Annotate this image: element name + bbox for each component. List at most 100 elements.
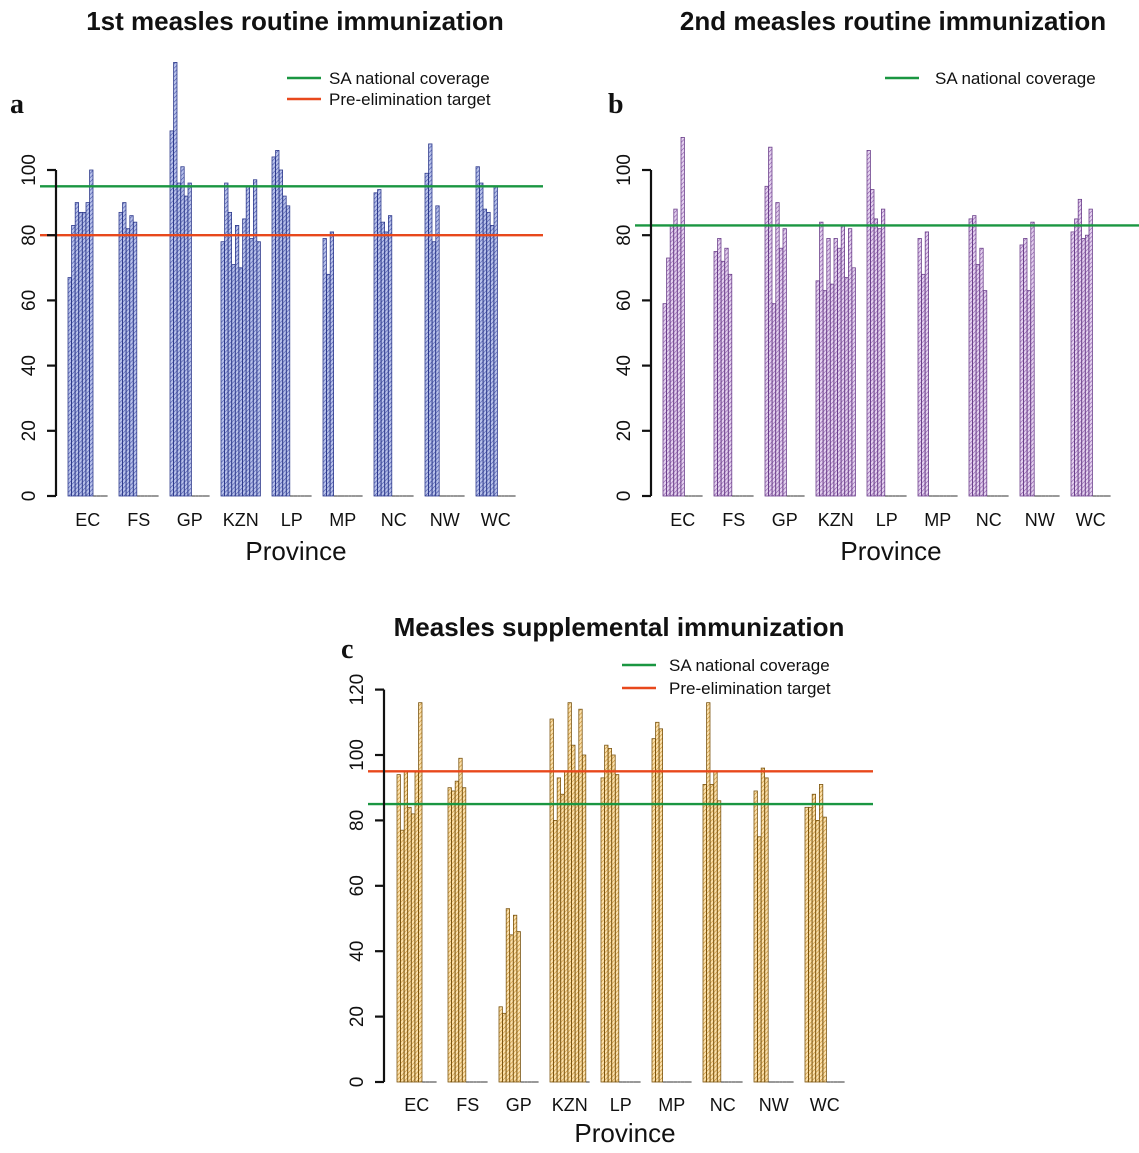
bar-kzn-2 <box>819 221 824 497</box>
bar-gp-2 <box>173 62 178 497</box>
y-tick-label: 100 <box>19 154 40 186</box>
bar-ec-1 <box>67 277 72 497</box>
chart-a-x-categories: EC FS GP KZN LP MP NC NW WC <box>75 510 511 530</box>
y-tick-label: 40 <box>19 355 40 376</box>
bar-nw-1 <box>424 172 429 497</box>
bar-nw-3 <box>760 767 766 1083</box>
x-category-wc: WC <box>810 1095 840 1115</box>
bar-kzn-6 <box>833 238 838 497</box>
bar-ec-4 <box>673 208 678 497</box>
panel-b: 2nd measles routine immunization b 0 20 40… <box>608 6 1139 566</box>
bar-nc-4 <box>979 247 984 497</box>
y-tick-label: 80 <box>614 225 635 246</box>
bar-fs-2 <box>451 790 456 1083</box>
bar-lp-4 <box>877 228 882 497</box>
bar-kzn-8 <box>574 770 580 1083</box>
bar-lp-2 <box>870 189 875 497</box>
y-tick-label: 0 <box>347 1077 368 1088</box>
chart-b-x-categories: EC FS GP KZN LP MP NC NW WC <box>670 510 1106 530</box>
panel-c: Measles supplemental immunization c 0 20 4… <box>341 612 873 1148</box>
x-category-gp: GP <box>177 510 203 530</box>
bar-mp-3 <box>924 231 930 497</box>
y-tick-label: 80 <box>19 225 40 246</box>
bar-wc-4 <box>486 211 491 497</box>
chart-a-title: 1st measles routine immunization <box>86 6 504 36</box>
bar-nw-3 <box>431 241 437 497</box>
bar-ec-2 <box>71 225 76 497</box>
bar-kzn-1 <box>549 718 554 1083</box>
bar-mp-2 <box>655 721 660 1083</box>
bar-nc-2 <box>972 215 977 497</box>
bar-nw-3 <box>1026 290 1031 497</box>
bar-kzn-3 <box>556 777 562 1083</box>
bar-gp-3 <box>176 182 181 497</box>
bar-kzn-7 <box>837 247 842 497</box>
bar-lp-5 <box>615 774 620 1083</box>
bar-wc-1 <box>475 166 480 497</box>
bar-kzn-10 <box>848 228 853 497</box>
bar-kzn-6 <box>238 267 243 497</box>
chart-c-y-axis: 0 20 40 60 80 100 120 <box>347 674 386 1088</box>
legend-label: Pre-elimination target <box>669 679 831 698</box>
bar-kzn-5 <box>564 770 569 1083</box>
x-category-ec: EC <box>75 510 100 530</box>
bar-wc-3 <box>1077 198 1082 497</box>
bar-fs-5 <box>132 221 138 497</box>
panel-a: 1st measles routine immunization a 0 20 40… <box>10 6 543 566</box>
bar-gp-3 <box>771 303 777 497</box>
chart-a-reference-lines <box>40 185 543 237</box>
chart-c-x-categories: EC FS GP KZN LP MP NC NW WC <box>404 1095 840 1115</box>
bar-ec-5 <box>82 211 87 497</box>
bar-kzn-8 <box>245 185 250 497</box>
y-tick-label: 120 <box>347 674 368 706</box>
bar-nw-4 <box>1030 221 1035 497</box>
x-category-fs: FS <box>722 510 745 530</box>
x-category-lp: LP <box>281 510 303 530</box>
x-category-nw: NW <box>1025 510 1055 530</box>
bar-wc-1 <box>804 806 809 1083</box>
bar-fs-1 <box>118 211 123 497</box>
bar-lp-5 <box>881 208 886 497</box>
bar-fs-2 <box>717 238 722 497</box>
chart-b-legend: SA national coverage <box>885 69 1096 88</box>
y-tick-label: 0 <box>19 491 40 502</box>
chart-a-bars <box>67 62 516 497</box>
bar-nw-2 <box>428 143 433 497</box>
bar-kzn-1 <box>815 280 820 497</box>
bar-lp-3 <box>607 748 613 1083</box>
bar-gp-2 <box>502 1012 507 1083</box>
bar-kzn-4 <box>231 264 236 497</box>
bar-lp-3 <box>873 218 879 497</box>
y-tick-label: 100 <box>347 739 368 771</box>
bar-gp-4 <box>180 166 185 497</box>
bar-kzn-3 <box>227 211 232 497</box>
bar-kzn-10 <box>582 754 587 1083</box>
bar-wc-4 <box>815 820 820 1083</box>
bar-mp-2 <box>326 273 331 497</box>
y-tick-label: 100 <box>614 154 635 186</box>
bar-wc-1 <box>1070 231 1075 497</box>
bar-kzn-11 <box>256 241 261 497</box>
bar-nc-3 <box>709 784 715 1083</box>
x-category-mp: MP <box>924 510 951 530</box>
x-category-kzn: KZN <box>223 510 259 530</box>
bar-ec-2 <box>400 829 405 1083</box>
bar-kzn-5 <box>234 225 240 497</box>
chart-a-panel-label: a <box>10 89 24 120</box>
bar-kzn-9 <box>249 238 254 497</box>
bar-nw-4 <box>764 777 769 1083</box>
bar-gp-6 <box>516 931 521 1083</box>
bar-ec-7 <box>89 169 94 497</box>
bar-wc-5 <box>1085 234 1090 497</box>
x-category-nw: NW <box>759 1095 789 1115</box>
bar-kzn-6 <box>567 702 572 1083</box>
bar-kzn-1 <box>220 241 225 497</box>
x-category-mp: MP <box>329 510 356 530</box>
x-category-mp: MP <box>658 1095 685 1115</box>
bar-nc-3 <box>380 221 386 497</box>
chart-a-legend: SA national coverage Pre-elimination targ… <box>287 69 491 109</box>
bar-gp-5 <box>513 914 518 1083</box>
bar-fs-3 <box>720 260 726 497</box>
bar-lp-5 <box>285 205 291 497</box>
